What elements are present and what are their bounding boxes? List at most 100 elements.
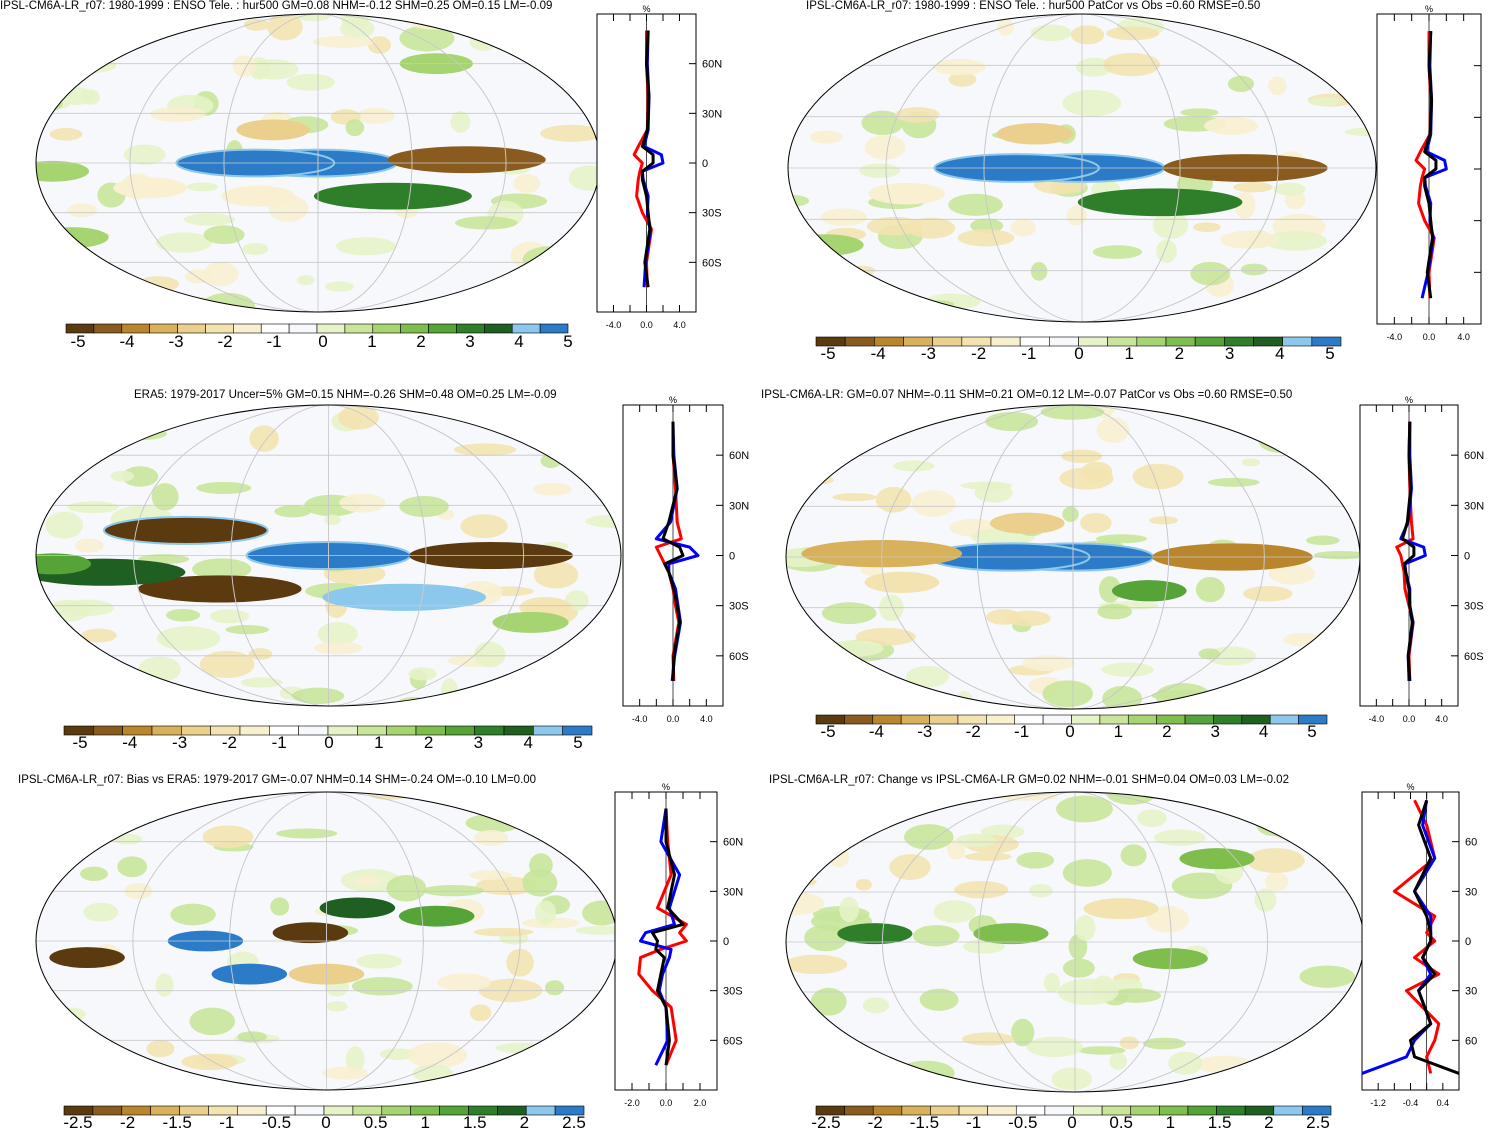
colorbar-swatch	[294, 1105, 325, 1116]
field-patch	[893, 460, 935, 472]
lat-tick-label: 60S	[723, 1035, 743, 1047]
field-patch	[1074, 915, 1096, 941]
profile-x-tick-label: 4.0	[1435, 714, 1448, 724]
colorbar-label: 2	[1264, 1113, 1273, 1132]
profile-unit-label: %	[1406, 782, 1414, 792]
field-patch	[52, 58, 117, 74]
field-patch	[1096, 417, 1130, 443]
field-patch	[455, 216, 518, 230]
profile-line-obs	[1423, 31, 1438, 299]
map-panel	[785, 404, 1361, 710]
field-feature	[36, 227, 109, 248]
field-patch	[1097, 603, 1133, 620]
field-patch	[242, 243, 269, 255]
field-patch	[399, 25, 455, 52]
colorbar-label: -2	[120, 1113, 135, 1132]
field-patch	[160, 795, 185, 804]
lat-tick-label: 60	[1465, 1035, 1477, 1047]
lat-tick-label: 0	[729, 551, 735, 563]
colorbar-label: -2.5	[811, 1113, 840, 1132]
colorbar-swatch	[990, 336, 1021, 347]
colorbar-label: 2	[416, 332, 425, 351]
panel-title: ERA5: 1979-2017 Uncer=5% GM=0.15 NHM=-0.…	[134, 389, 557, 401]
profile-x-tick-label: 4.0	[673, 320, 686, 330]
field-patch	[1106, 26, 1160, 41]
field-patch	[1102, 686, 1143, 709]
map-panel	[785, 791, 1365, 1093]
colorbar-label: -1	[1021, 344, 1036, 363]
field-patch	[155, 973, 174, 997]
field-feature	[973, 923, 1049, 945]
field-patch	[1149, 516, 1179, 525]
lon-gridline	[976, 405, 1170, 709]
field-patch	[379, 1048, 417, 1060]
profile-line-obs	[1400, 421, 1416, 682]
field-patch	[437, 973, 492, 992]
field-patch	[1203, 116, 1259, 135]
field-patch	[954, 880, 1009, 899]
field-patch	[209, 609, 250, 624]
field-patch	[335, 237, 397, 256]
field-feature	[1077, 188, 1243, 217]
colorbar-label: 1	[1114, 722, 1123, 741]
colorbar-label: 0	[321, 1113, 330, 1132]
colorbar-label: 4	[1275, 344, 1284, 363]
colorbar-label: -2	[217, 332, 232, 351]
colorbar-label: -2	[966, 722, 981, 741]
field-patch	[1043, 973, 1060, 993]
field-patch	[121, 679, 152, 705]
field-patch	[1261, 799, 1285, 808]
lat-tick-label: 60S	[702, 257, 722, 269]
field-patch	[788, 268, 815, 281]
field-patch	[859, 163, 900, 178]
colorbar-label: -0.5	[1008, 1113, 1037, 1132]
colorbar-swatch	[1273, 1105, 1303, 1116]
field-patch	[1193, 222, 1221, 233]
field-patch	[325, 281, 355, 292]
colorbar-label: 2	[520, 1113, 529, 1132]
colorbar-swatch	[1127, 714, 1157, 725]
colorbar-label: 1	[1166, 1113, 1175, 1132]
field-patch	[933, 900, 977, 923]
field-feature	[319, 897, 396, 919]
field-patch	[469, 1004, 492, 1022]
colorbar-swatch	[372, 323, 401, 334]
field-patch	[575, 926, 617, 935]
lon-gridline	[978, 792, 1172, 1092]
field-patch	[49, 127, 83, 141]
field-patch	[313, 641, 363, 655]
field-patch	[80, 628, 117, 643]
field-patch	[192, 558, 252, 580]
field-patch	[1029, 883, 1053, 898]
colorbar-swatch	[233, 323, 262, 334]
colorbar-label: -2	[868, 1113, 883, 1132]
colorbar-swatch	[428, 323, 457, 334]
field-patch	[1076, 57, 1112, 77]
field-patch	[1283, 633, 1322, 647]
field-feature	[788, 234, 864, 256]
field-patch	[523, 408, 580, 424]
field-patch	[74, 660, 117, 679]
field-patch	[232, 55, 256, 77]
lat-tick-label: 30	[1465, 986, 1477, 998]
colorbar-swatch	[1184, 714, 1214, 725]
field-feature	[868, 182, 945, 205]
field-patch	[824, 640, 884, 657]
colorbar-label: 5	[563, 332, 572, 351]
colorbar-swatch	[1073, 1105, 1103, 1116]
profile-x-tick-label: 4.0	[700, 714, 713, 724]
colorbar: -2.5 -2 -1.5 -1 -0.5 0 0.5 1 1.5 2 2.5	[63, 1105, 586, 1132]
field-patch	[1152, 211, 1189, 239]
field-patch	[1098, 576, 1122, 603]
field-patch	[473, 830, 509, 846]
field-patch	[1268, 818, 1319, 840]
field-patch	[83, 296, 123, 312]
field-patch	[109, 792, 133, 814]
field-patch	[1227, 75, 1255, 92]
colorbar-swatch	[93, 725, 123, 736]
lat-tick-label: 60N	[702, 59, 722, 71]
field-patch	[1106, 792, 1157, 805]
field-feature	[1132, 948, 1208, 970]
field-patch	[1156, 239, 1177, 263]
field-patch	[1288, 444, 1320, 459]
